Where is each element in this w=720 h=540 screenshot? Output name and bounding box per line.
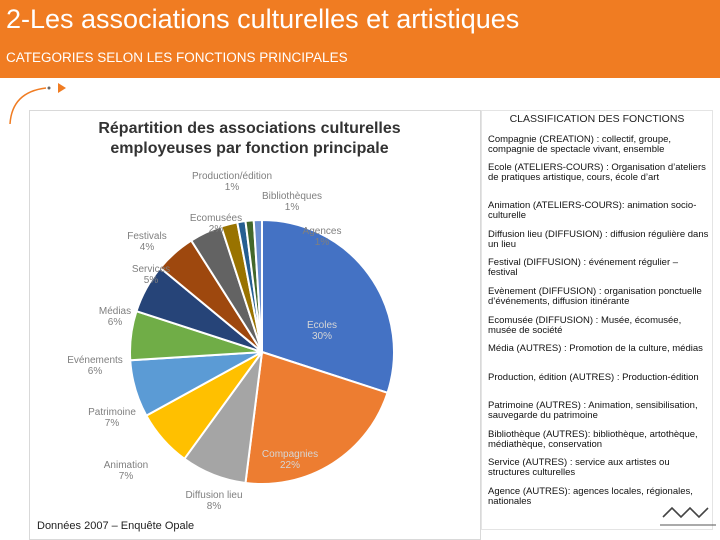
curved-arrow-icon (9, 83, 66, 125)
classification-panel: CLASSIFICATION DES FONCTIONS Compagnie (… (481, 110, 713, 530)
chart-title: Répartition des associations culturelles… (98, 120, 401, 157)
slice-label-animation: Animation (104, 460, 148, 471)
slice-label-services: Services (132, 264, 170, 275)
classification-item: Ecole (ATELIERS-COURS) : Organisation d’… (488, 162, 706, 183)
slice-value-patrimoine: 7% (105, 418, 120, 429)
slice-value-m-dias: 6% (108, 317, 123, 328)
slice-value-diffusion-lieu: 8% (207, 501, 222, 512)
slice-label-ecoles: Ecoles (307, 320, 337, 331)
slice-label-compagnies: Compagnies (262, 449, 318, 460)
slice-label-ev-nements: Evénements (67, 355, 123, 366)
source-note: Données 2007 – Enquête Opale (37, 520, 195, 532)
classification-item: Production, édition (AUTRES) : Productio… (488, 372, 699, 383)
page-title: 2-Les associations culturelles et artist… (6, 4, 520, 34)
pie-slice-ecoles (261, 218, 395, 395)
slice-value-services: 5% (144, 275, 159, 286)
slice-value-biblioth-ques: 1% (285, 202, 300, 213)
pie-slice-agences (252, 218, 263, 353)
slice-label-agences: Agences (303, 226, 342, 237)
header-banner: 2-Les associations culturelles et artist… (0, 0, 720, 78)
classification-item: Agence (AUTRES): agences locales, région… (488, 486, 693, 507)
classification-item: Ecomusée (DIFFUSION) : Musée, écomusée, … (488, 315, 682, 336)
page-subtitle: CATEGORIES SELON LES FONCTIONS PRINCIPAL… (6, 50, 348, 65)
classification-item: Evènement (DIFFUSION) : organisation pon… (488, 286, 702, 307)
classification-item: Compagnie (CREATION) : collectif, groupe… (488, 134, 672, 155)
classification-item: Festival (DIFFUSION) : événement régulie… (488, 257, 679, 278)
slice-value-production-dition: 1% (225, 182, 240, 193)
slice-label-m-dias: Médias (99, 306, 131, 317)
slice-label-ecomus-es: Ecomusées (190, 213, 242, 224)
classification-title: CLASSIFICATION DES FONCTIONS (509, 113, 685, 125)
slice-value-ecomus-es: 2% (209, 224, 224, 235)
classification-item: Média (AUTRES) : Promotion de la culture… (488, 343, 703, 354)
slice-label-patrimoine: Patrimoine (88, 407, 136, 418)
pie-slice-compagnies (244, 350, 389, 485)
slice-value-animation: 7% (119, 471, 134, 482)
slice-value-ev-nements: 6% (88, 366, 103, 377)
slice-value-ecoles: 30% (312, 331, 332, 342)
classification-item: Diffusion lieu (DIFFUSION) : diffusion r… (488, 229, 709, 250)
slice-label-production-dition: Production/édition (192, 171, 272, 182)
pie-chart-panel: Répartition des associations culturelles… (29, 110, 481, 540)
slice-label-diffusion-lieu: Diffusion lieu (185, 490, 242, 501)
classification-item: Patrimoine (AUTRES) : Animation, sensibi… (488, 400, 698, 421)
classification-item: Animation (ATELIERS-COURS): animation so… (488, 200, 697, 221)
classification-item: Service (AUTRES) : service aux artistes … (488, 457, 670, 478)
slice-value-festivals: 4% (140, 242, 155, 253)
classification-item: Bibliothèque (AUTRES): bibliothèque, art… (488, 429, 698, 450)
opale-wave-logo-icon (660, 506, 716, 526)
slice-label-biblioth-ques: Bibliothèques (262, 191, 322, 202)
slice-label-festivals: Festivals (127, 231, 166, 242)
slice-value-agences: 1% (315, 237, 330, 248)
slice-value-compagnies: 22% (280, 460, 300, 471)
